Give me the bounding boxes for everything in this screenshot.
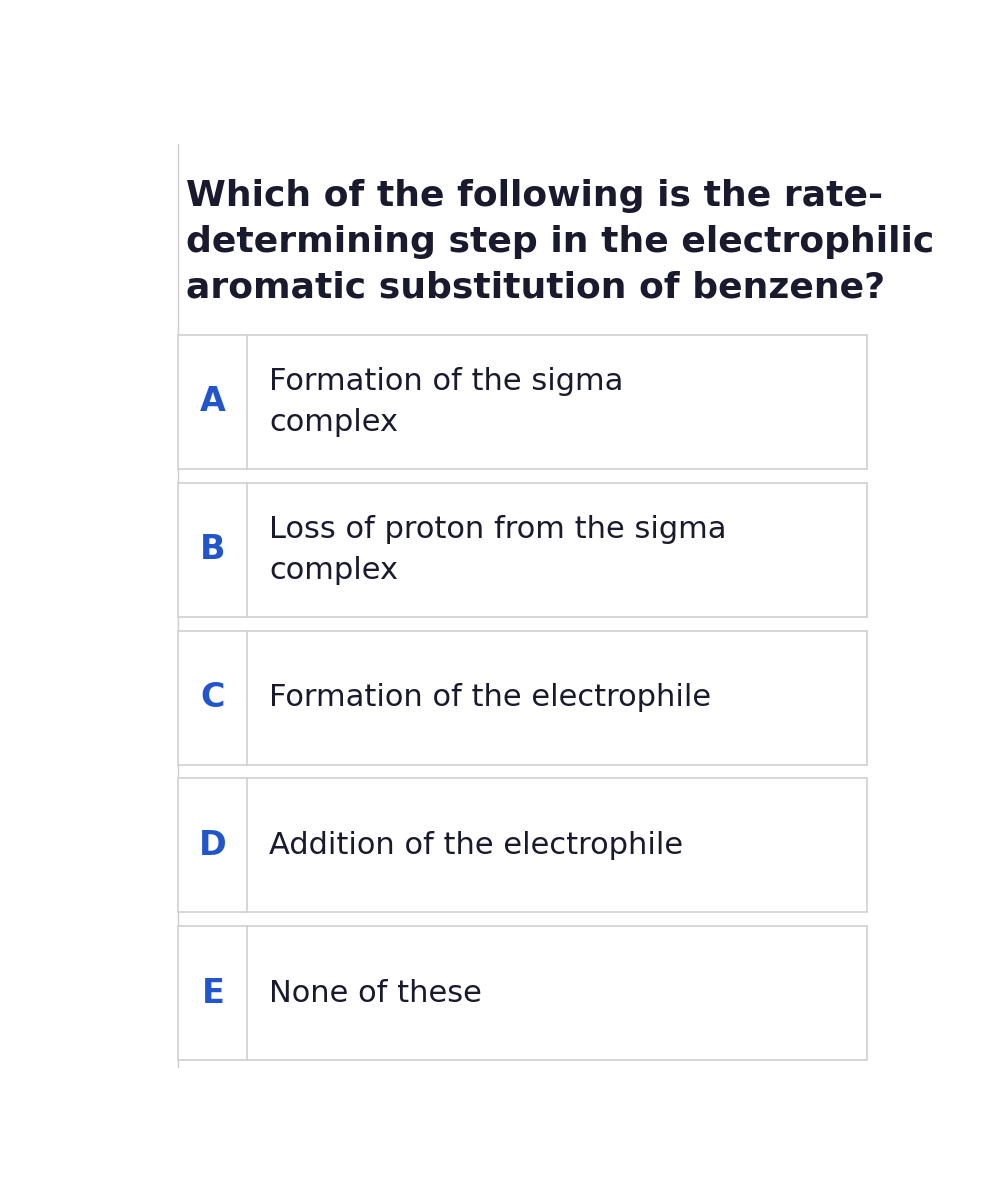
Text: Formation of the sigma
complex: Formation of the sigma complex	[269, 367, 623, 437]
Text: Formation of the electrophile: Formation of the electrophile	[269, 683, 712, 712]
Text: B: B	[200, 533, 225, 566]
Text: D: D	[199, 829, 227, 862]
Text: C: C	[201, 682, 225, 714]
Bar	[178, 631, 867, 764]
Bar	[178, 482, 867, 617]
Text: E: E	[201, 977, 224, 1010]
Text: A: A	[200, 385, 226, 419]
Text: Addition of the electrophile: Addition of the electrophile	[269, 830, 683, 860]
Text: Loss of proton from the sigma
complex: Loss of proton from the sigma complex	[269, 515, 727, 584]
Bar	[178, 335, 867, 469]
Text: Which of the following is the rate-
determining step in the electrophilic
aromat: Which of the following is the rate- dete…	[186, 179, 934, 305]
Bar	[178, 926, 867, 1061]
Text: None of these: None of these	[269, 979, 482, 1008]
Bar	[178, 779, 867, 912]
